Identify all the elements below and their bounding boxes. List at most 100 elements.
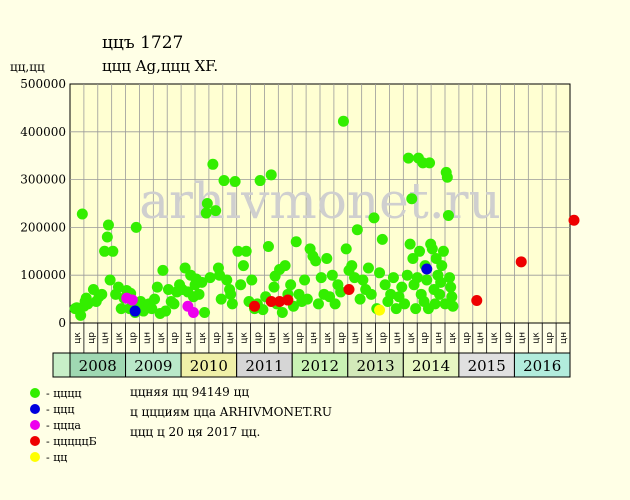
legend-label: - цццццБ: [46, 434, 97, 448]
year-cell: [180, 352, 238, 378]
data-point: [362, 262, 374, 274]
data-point: [434, 288, 446, 300]
half-label: цр: [212, 332, 222, 344]
half-label: цр: [504, 332, 514, 344]
data-point: [101, 231, 113, 243]
y-tick-label: 200000: [20, 220, 66, 234]
legend-label: - цццц: [46, 386, 82, 400]
data-point: [396, 281, 408, 293]
data-point: [444, 272, 456, 284]
year-cell: [125, 352, 182, 378]
year-cell: [236, 352, 293, 378]
half-label: цн: [267, 332, 277, 344]
half-label: цн: [309, 332, 319, 344]
data-point: [187, 306, 199, 318]
data-point: [99, 245, 111, 257]
data-point: [312, 298, 324, 310]
data-point: [406, 193, 418, 205]
y-tick-label: 300000: [20, 173, 66, 187]
data-point: [276, 306, 288, 318]
data-point: [374, 267, 386, 279]
data-point: [399, 298, 411, 310]
data-point: [435, 276, 447, 288]
data-point: [257, 304, 269, 316]
half-label: цк: [490, 332, 500, 344]
data-point: [102, 219, 114, 231]
year-label: 2008: [79, 357, 117, 375]
y-tick-label: 500000: [20, 77, 66, 91]
data-point: [402, 152, 414, 164]
data-point: [254, 175, 266, 187]
half-label: цк: [406, 332, 416, 344]
data-point: [321, 252, 333, 264]
watermark: arhivmonet.ru: [139, 172, 501, 230]
data-point: [82, 298, 94, 310]
data-point: [112, 281, 124, 293]
data-point: [265, 169, 277, 181]
data-point: [262, 241, 274, 253]
half-label: цн: [101, 332, 111, 344]
data-point: [436, 260, 448, 272]
data-point: [201, 198, 213, 209]
data-point: [193, 288, 205, 300]
y-axis-label: цц,цц: [10, 60, 45, 74]
year-label: 2013: [356, 357, 394, 375]
data-point: [249, 300, 261, 312]
data-point: [326, 269, 338, 281]
data-point: [151, 281, 163, 293]
data-point: [215, 293, 227, 305]
data-point: [421, 263, 433, 275]
half-label: цр: [462, 332, 472, 344]
data-point: [160, 305, 172, 317]
legend-swatch: [30, 420, 40, 430]
data-point: [414, 245, 426, 257]
data-point: [146, 303, 158, 315]
note-average: ццняя цц 94149 цц: [130, 385, 250, 399]
data-point: [442, 209, 454, 221]
data-point: [379, 279, 391, 291]
data-point: [299, 274, 311, 286]
data-point: [446, 291, 458, 303]
data-point: [149, 293, 161, 305]
data-point: [240, 245, 252, 257]
data-point: [437, 245, 449, 257]
year-cell: [402, 352, 460, 378]
half-label: цн: [226, 332, 236, 344]
data-point: [104, 274, 116, 286]
data-point: [346, 260, 358, 272]
half-label: цн: [184, 332, 194, 344]
y-tick-label: 400000: [20, 125, 66, 139]
data-point: [407, 252, 419, 264]
data-point: [568, 214, 580, 226]
year-label: 2011: [245, 357, 283, 375]
legend-swatch: [30, 404, 40, 414]
legend-item: - цццa: [30, 417, 97, 433]
note-source: ц ццциям ццa ARHIVMONET.RU: [130, 405, 332, 419]
data-point: [282, 294, 294, 306]
data-point: [199, 306, 211, 318]
data-point: [290, 236, 302, 248]
half-label: цр: [87, 332, 97, 344]
legend-item: - цццц: [30, 385, 97, 401]
data-point: [390, 303, 402, 315]
legend-label: - цц: [46, 450, 68, 464]
data-point: [235, 279, 247, 291]
data-point: [218, 175, 230, 187]
half-label: цн: [434, 332, 444, 344]
half-label: цн: [351, 332, 361, 344]
half-label: цк: [115, 332, 125, 344]
data-point: [75, 309, 87, 321]
data-point: [301, 293, 313, 305]
data-point: [411, 272, 423, 284]
data-point: [204, 272, 216, 284]
data-point: [232, 245, 244, 257]
legend-item: - ццц: [30, 401, 97, 417]
data-point: [274, 295, 286, 307]
data-point: [424, 157, 436, 169]
year-band-lead: [52, 352, 71, 378]
data-point: [196, 276, 208, 288]
data-point: [429, 298, 441, 310]
half-label: цн: [476, 332, 486, 344]
data-point: [354, 293, 366, 305]
